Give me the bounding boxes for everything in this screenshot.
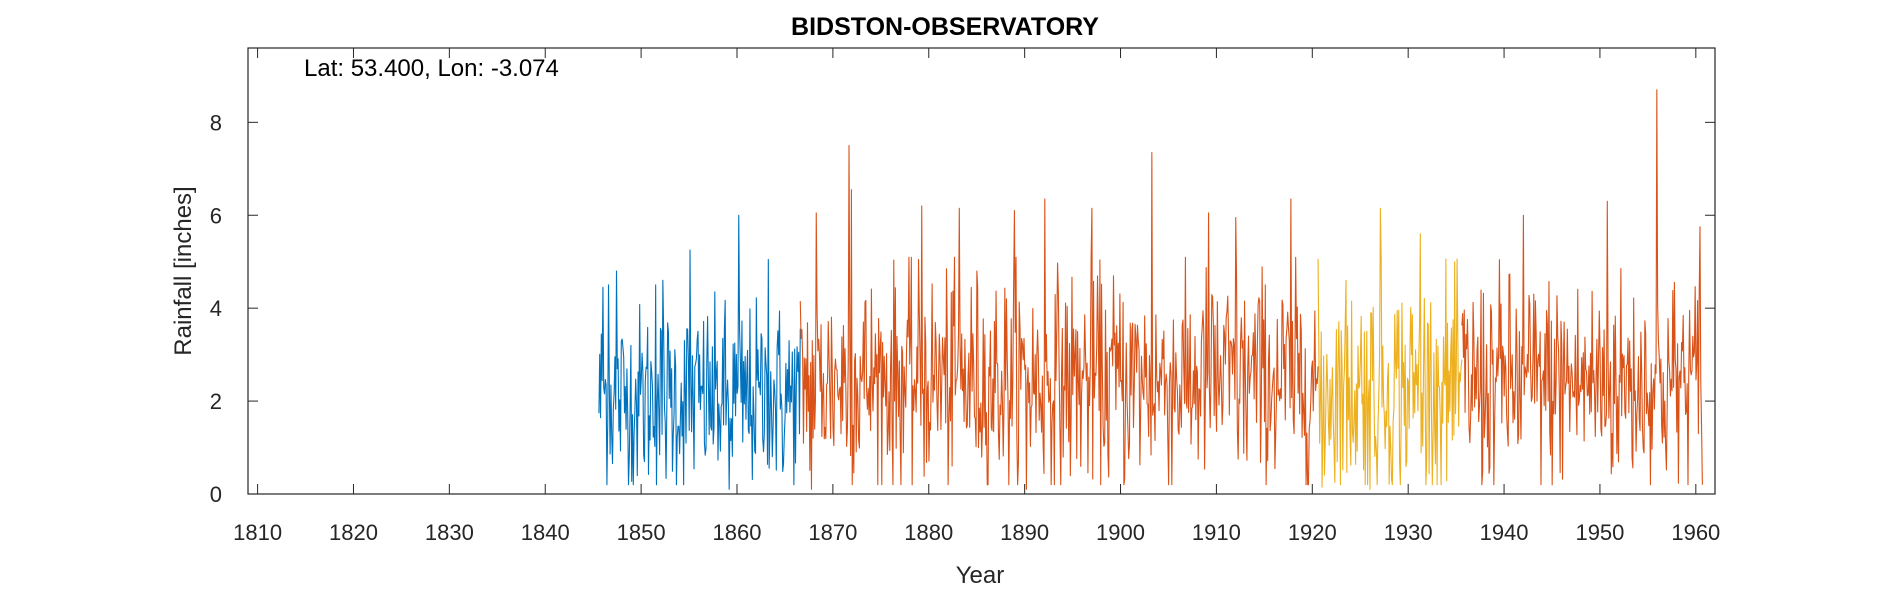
x-tick-label: 1910 — [1192, 520, 1241, 545]
x-tick-label: 1840 — [521, 520, 570, 545]
rainfall-series-1 — [598, 214, 801, 490]
x-tick-label: 1880 — [904, 520, 953, 545]
rainfall-series-4 — [1461, 89, 1703, 486]
x-tick-label: 1870 — [808, 520, 857, 545]
series-layer — [598, 89, 1703, 490]
rainfall-series-2 — [799, 145, 1319, 490]
y-tick-label: 4 — [210, 296, 222, 321]
x-tick-label: 1890 — [1000, 520, 1049, 545]
plot-frame — [247, 47, 1716, 495]
tick-layer: 1810 1820 1830 1840 1850 1860 1870 1880 1890 1900… — [210, 48, 1720, 545]
x-axis-label: Year — [956, 562, 1005, 589]
x-tick-label: 1820 — [329, 520, 378, 545]
x-tick-label: 1950 — [1575, 520, 1624, 545]
x-tick-label: 1940 — [1480, 520, 1529, 545]
x-tick-label: 1930 — [1384, 520, 1433, 545]
y-tick-label: 8 — [210, 110, 222, 135]
y-tick-label: 2 — [210, 389, 222, 414]
x-tick-label: 1830 — [425, 520, 474, 545]
x-tick-label: 1860 — [713, 520, 762, 545]
y-axis-label: Rainfall [inches] — [170, 186, 197, 355]
location-annotation: Lat: 53.400, Lon: -3.074 — [304, 55, 559, 82]
x-tick-label: 1960 — [1671, 520, 1720, 545]
x-tick-label: 1920 — [1288, 520, 1337, 545]
x-tick-label: 1850 — [617, 520, 666, 545]
y-tick-label: 0 — [210, 482, 222, 507]
chart-title: BIDSTON-OBSERVATORY — [791, 13, 1099, 41]
x-tick-label: 1810 — [233, 520, 282, 545]
y-tick-label: 6 — [210, 203, 222, 228]
rainfall-series-3 — [1317, 207, 1463, 490]
x-tick-label: 1900 — [1096, 520, 1145, 545]
